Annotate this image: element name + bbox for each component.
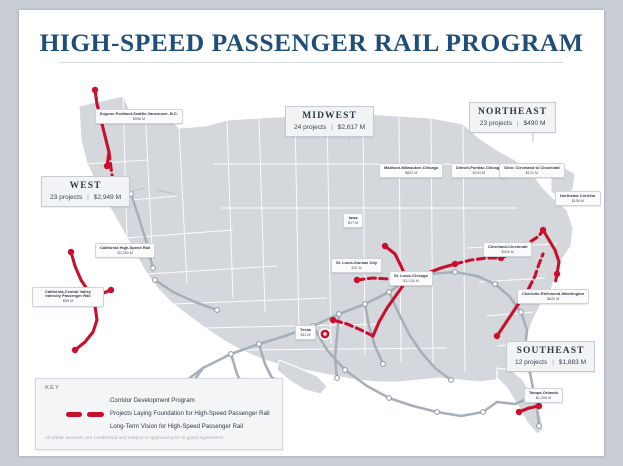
corridor-label-florida[interactable]: Tampa-Orlando $1,250 M <box>524 388 564 404</box>
region-west-projects: 23 projects <box>50 194 83 201</box>
title-divider <box>59 62 564 63</box>
corridor-label-ohio[interactable]: Ohio: Cleveland to Cincinnati $121 M <box>499 163 565 179</box>
corridor-label-stl-chicago[interactable]: St. Louis-Chicago $1,134 M <box>389 271 433 287</box>
region-callout-west[interactable]: WEST 23 projects | $2,949 M <box>41 176 131 207</box>
corridor-label-cacv[interactable]: California-Central Valley Intercity Pass… <box>32 287 104 307</box>
corridor-label-iowa[interactable]: Iowa $17 M <box>343 213 364 229</box>
corridor-label-charlotte[interactable]: Charlotte-Richmond-Washington $620 M <box>517 289 590 305</box>
page-title: HIGH-SPEED PASSENGER RAIL PROGRAM <box>39 28 584 57</box>
corridor-label-cleveland-cincinnati[interactable]: Cleveland-Cincinnati $400 M <box>483 242 533 258</box>
region-northeast-amount: $490 M <box>523 120 546 127</box>
legend-footnote: All dollar amounts are conditional and s… <box>45 436 225 441</box>
region-west-separator: | <box>87 194 89 201</box>
legend-title: KEY <box>45 385 60 391</box>
region-midwest-separator: | <box>331 124 333 131</box>
region-southeast-separator: | <box>552 359 554 366</box>
corridor-label-milwaukee[interactable]: Madison-Milwaukee-Chicago $822 M <box>379 163 444 179</box>
corridor-label-pnw[interactable]: Eugene-Portland-Seattle-Vancouver, B.C. … <box>95 109 183 125</box>
corridor-label-cahsr[interactable]: California High-Speed Rail $2,250 M <box>95 243 156 259</box>
poster: HIGH-SPEED PASSENGER RAIL PROGRAM <box>19 10 604 456</box>
map-legend: KEY Corridor Development Program Project… <box>35 378 283 450</box>
region-southeast-projects: 12 projects <box>515 359 548 366</box>
corridor-label-texas[interactable]: Texas $11 M <box>295 325 316 341</box>
region-west-amount: $2,949 M <box>93 194 122 201</box>
region-callout-midwest[interactable]: MIDWEST 24 projects | $2,617 M <box>285 106 375 137</box>
region-midwest-projects: 24 projects <box>294 124 327 131</box>
region-callout-northeast[interactable]: NORTHEAST 23 projects | $490 M <box>469 102 557 133</box>
corridor-label-detroit[interactable]: Detroit-Pontiac-Chicago $244 M <box>451 163 507 179</box>
region-northeast-separator: | <box>516 120 519 127</box>
region-callout-southeast[interactable]: SOUTHEAST 12 projects | $1,883 M <box>506 341 596 372</box>
corridor-label-nec[interactable]: Northeast Corridor $156 M <box>555 191 601 207</box>
region-northeast-projects: 23 projects <box>479 120 513 127</box>
region-southeast-amount: $1,883 M <box>558 359 587 366</box>
dashed-red-bar-icon <box>66 411 104 418</box>
region-midwest-amount: $2,617 M <box>337 124 366 131</box>
corridor-label-stl-kc[interactable]: St. Louis-Kansas City $31 M <box>331 258 383 274</box>
